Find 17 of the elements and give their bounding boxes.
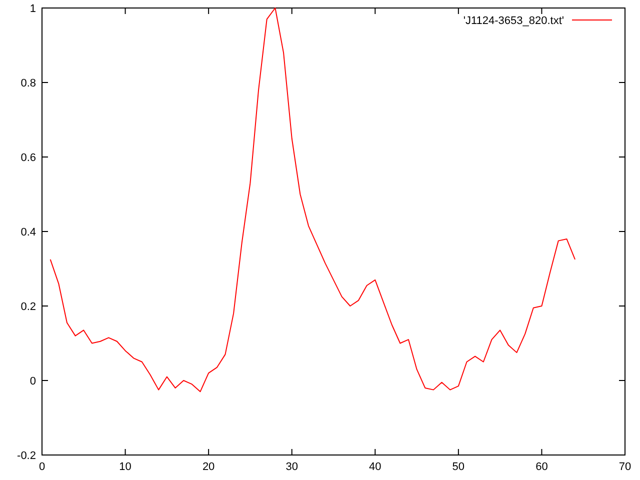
x-tick-label: 0 [38, 461, 46, 473]
x-tick-label: 60 [536, 461, 548, 473]
y-tick-label: -0.2 [17, 450, 36, 462]
y-tick-label: 0 [30, 376, 36, 388]
y-tick-label: 0.8 [20, 78, 36, 90]
line-series [50, 8, 576, 392]
x-tick-label: 50 [452, 461, 465, 473]
x-tick-label: 10 [119, 461, 132, 473]
x-tick-label: 20 [202, 461, 215, 473]
y-tick-label: 1 [30, 3, 36, 15]
y-tick-label: 0.6 [20, 152, 36, 164]
x-tick-label: 40 [369, 461, 382, 473]
x-tick-label: 70 [618, 461, 632, 473]
legend-label: 'J1124-3653_820.txt' [463, 15, 564, 27]
x-tick-label: 30 [286, 461, 298, 473]
y-tick-label: 0.2 [20, 301, 36, 313]
y-tick-label: 0.4 [20, 226, 36, 238]
